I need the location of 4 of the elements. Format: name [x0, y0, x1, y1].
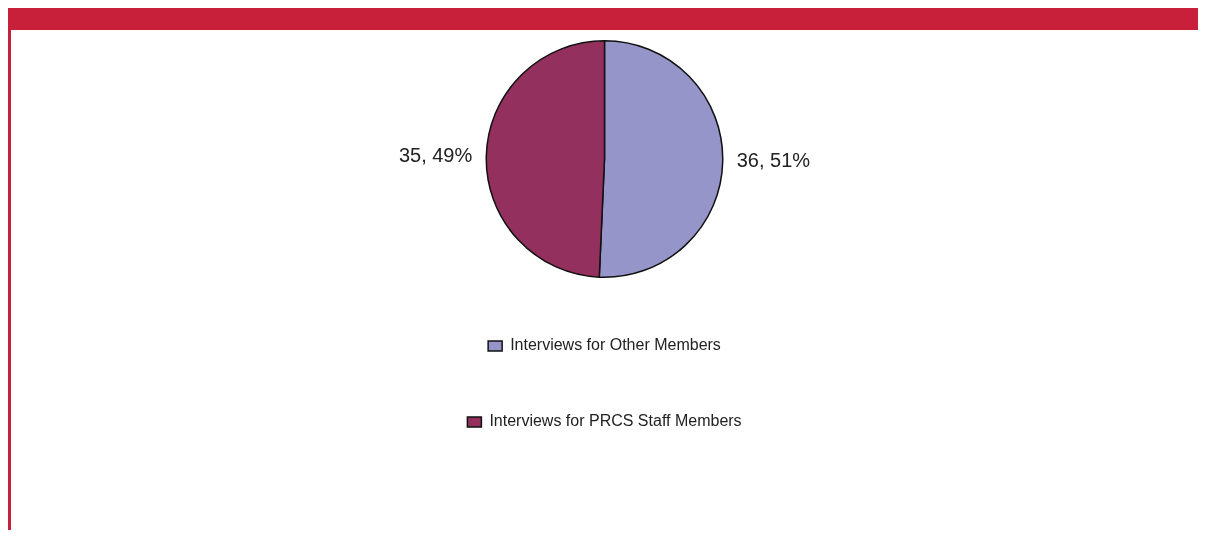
data-label: 35, 49%: [398, 143, 473, 166]
data-label: 36, 51%: [736, 149, 811, 172]
legend-label: Interviews for PRCS Staff Members: [489, 412, 742, 430]
legend-label: Interviews for Other Members: [510, 336, 721, 354]
